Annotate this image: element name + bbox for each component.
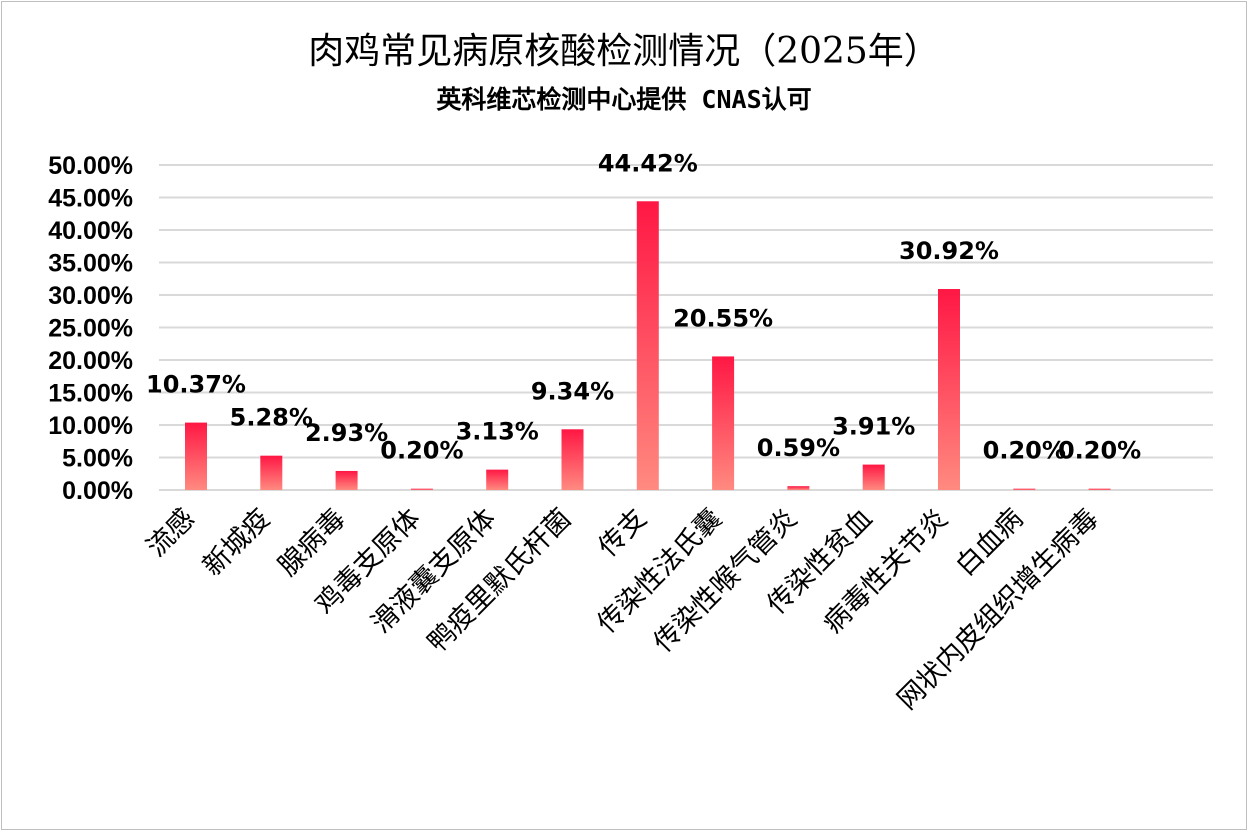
y-tick-label: 45.00%: [48, 185, 133, 213]
bar: [1013, 488, 1036, 490]
bar: [1088, 488, 1111, 490]
data-label: 20.55%: [673, 304, 773, 332]
data-label: 0.20%: [380, 437, 463, 465]
y-tick-label: 0.00%: [62, 477, 133, 505]
y-tick-label: 40.00%: [48, 217, 133, 245]
data-label: 3.91%: [832, 413, 915, 441]
data-label: 10.37%: [146, 371, 246, 399]
bar: [938, 289, 960, 490]
data-label: 9.34%: [531, 377, 614, 405]
chart-title: 肉鸡常见病原核酸检测情况（2025年）: [308, 31, 940, 72]
data-label: 3.13%: [456, 418, 539, 446]
bar: [335, 470, 358, 490]
x-category-label: 传支: [593, 503, 653, 563]
bar: [862, 464, 885, 490]
y-tick-label: 15.00%: [48, 380, 133, 408]
data-label: 30.92%: [899, 237, 999, 265]
y-tick-label: 50.00%: [48, 152, 133, 180]
bar: [486, 469, 509, 490]
x-category-label: 新城疫: [197, 503, 276, 582]
data-label: 0.20%: [983, 437, 1066, 465]
y-tick-label: 5.00%: [62, 445, 133, 473]
bar: [410, 488, 433, 490]
bar: [712, 356, 735, 490]
y-tick-label: 10.00%: [48, 412, 133, 440]
bar: [185, 422, 207, 490]
data-label: 5.28%: [230, 404, 313, 432]
y-tick-label: 30.00%: [48, 282, 133, 310]
bar: [260, 455, 283, 490]
x-category-label: 流感: [141, 503, 201, 563]
bar: [636, 201, 659, 490]
bar: [787, 486, 810, 490]
y-tick-label: 25.00%: [48, 315, 133, 343]
chart-subtitle: 英科维芯检测中心提供 CNAS认可: [436, 85, 812, 114]
data-label: 0.59%: [757, 434, 840, 462]
y-tick-label: 20.00%: [48, 347, 133, 375]
data-label: 2.93%: [305, 419, 388, 447]
data-label: 44.42%: [598, 149, 698, 177]
data-label: 0.20%: [1058, 437, 1141, 465]
y-tick-label: 35.00%: [48, 250, 133, 278]
bar: [561, 429, 584, 490]
